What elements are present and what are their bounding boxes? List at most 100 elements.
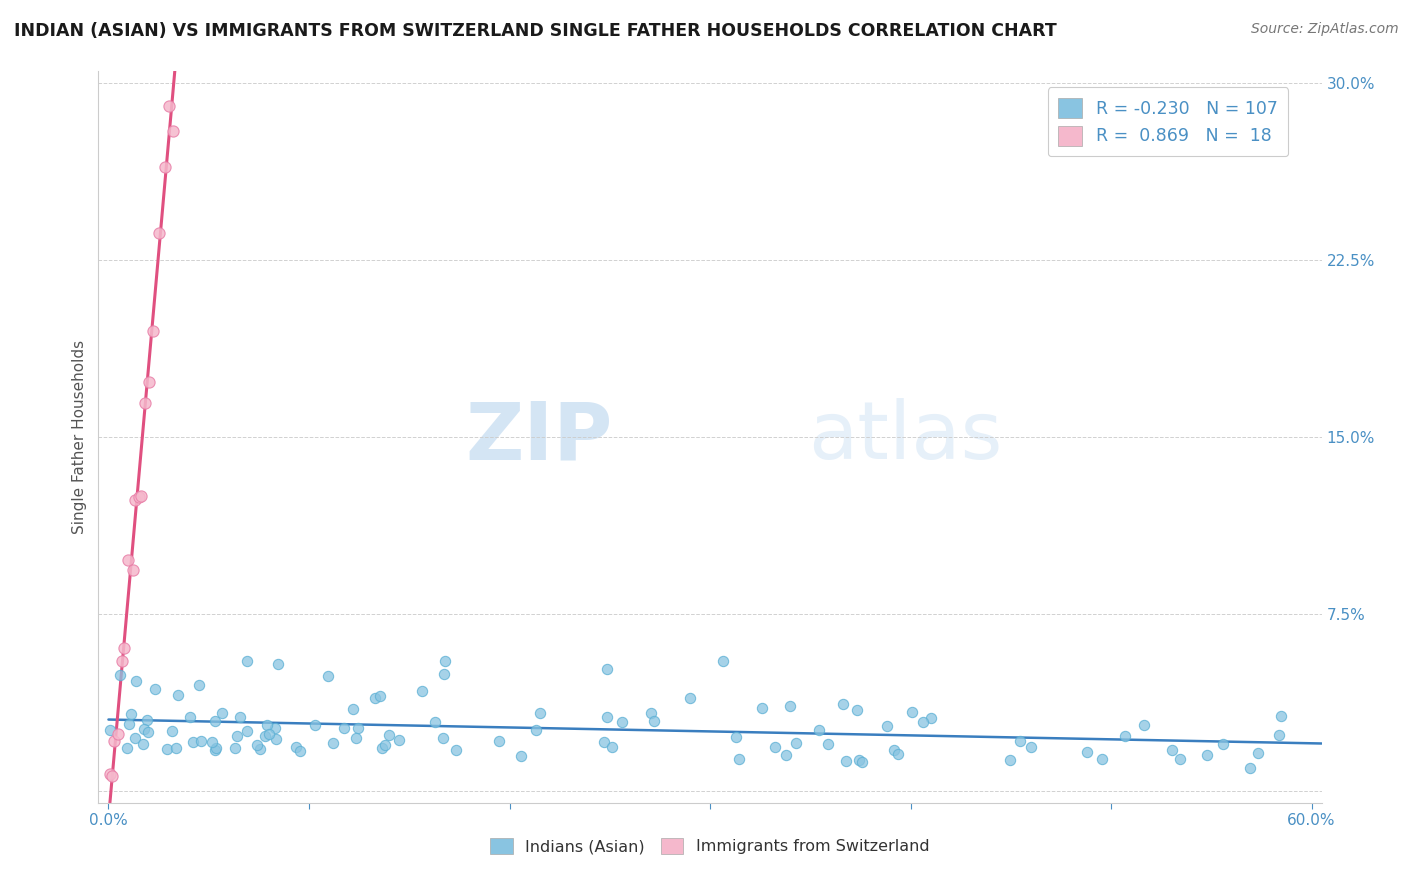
Text: Source: ZipAtlas.com: Source: ZipAtlas.com [1251, 22, 1399, 37]
Point [160, 723, 183, 738]
Point [256, 717, 278, 731]
Point [165, 741, 187, 756]
Point [190, 734, 212, 748]
Text: ZIP: ZIP [465, 398, 612, 476]
Point [596, 662, 619, 676]
Point [763, 739, 786, 754]
Point [148, 226, 170, 240]
Point [124, 731, 146, 746]
Point [596, 710, 619, 724]
Point [100, 723, 122, 737]
Point [378, 728, 401, 742]
Point [911, 715, 934, 730]
Point [128, 490, 150, 504]
Point [432, 731, 454, 745]
Text: atlas: atlas [808, 398, 1002, 476]
Point [264, 731, 287, 746]
Point [1239, 760, 1261, 774]
Point [423, 714, 446, 729]
Point [509, 748, 531, 763]
Point [179, 709, 201, 723]
Point [835, 754, 858, 768]
Point [114, 641, 136, 656]
Point [157, 99, 180, 113]
Point [643, 714, 665, 728]
Point [103, 733, 125, 747]
Point [136, 724, 159, 739]
Point [1161, 743, 1184, 757]
Point [432, 667, 454, 681]
Point [288, 744, 311, 758]
Y-axis label: Single Father Households: Single Father Households [72, 340, 87, 534]
Point [832, 697, 855, 711]
Text: INDIAN (ASIAN) VS IMMIGRANTS FROM SWITZERLAND SINGLE FATHER HOUSEHOLDS CORRELATI: INDIAN (ASIAN) VS IMMIGRANTS FROM SWITZE… [14, 22, 1057, 40]
Point [132, 737, 155, 751]
Point [117, 552, 139, 566]
Point [115, 741, 138, 756]
Point [848, 753, 870, 767]
Point [524, 723, 547, 737]
Point [876, 719, 898, 733]
Point [204, 743, 226, 757]
Point [267, 657, 290, 671]
Point [727, 752, 749, 766]
Point [107, 727, 129, 741]
Point [226, 729, 249, 743]
Point [108, 668, 131, 682]
Point [1270, 709, 1292, 723]
Point [228, 710, 250, 724]
Point [1197, 747, 1219, 762]
Point [887, 747, 910, 761]
Point [679, 690, 702, 705]
Point [204, 741, 226, 756]
Point [316, 669, 339, 683]
Point [433, 654, 456, 668]
Point [145, 681, 167, 696]
Point [333, 721, 356, 735]
Point [347, 721, 370, 735]
Point [883, 743, 905, 757]
Point [204, 714, 226, 728]
Point [246, 738, 269, 752]
Point [322, 736, 344, 750]
Point [411, 683, 433, 698]
Point [118, 717, 141, 731]
Point [592, 735, 614, 749]
Point [155, 741, 177, 756]
Point [446, 743, 468, 757]
Point [1212, 738, 1234, 752]
Point [901, 705, 924, 719]
Point [135, 713, 157, 727]
Point [711, 654, 734, 668]
Point [167, 688, 190, 702]
Point [263, 721, 285, 735]
Point [153, 160, 176, 174]
Point [181, 735, 204, 749]
Point [817, 737, 839, 751]
Point [134, 396, 156, 410]
Point [235, 723, 257, 738]
Point [129, 489, 152, 503]
Point [132, 722, 155, 736]
Point [1170, 752, 1192, 766]
Point [368, 689, 391, 703]
Point [1076, 745, 1098, 759]
Point [998, 753, 1021, 767]
Point [120, 706, 142, 721]
Point [162, 124, 184, 138]
Point [751, 701, 773, 715]
Point [529, 706, 551, 721]
Point [124, 492, 146, 507]
Point [920, 711, 942, 725]
Point [1010, 734, 1032, 748]
Point [101, 769, 124, 783]
Point [846, 703, 869, 717]
Point [371, 741, 394, 756]
Point [785, 736, 807, 750]
Point [610, 714, 633, 729]
Point [142, 324, 165, 338]
Point [1019, 739, 1042, 754]
Point [640, 706, 662, 721]
Point [363, 691, 385, 706]
Point [138, 375, 160, 389]
